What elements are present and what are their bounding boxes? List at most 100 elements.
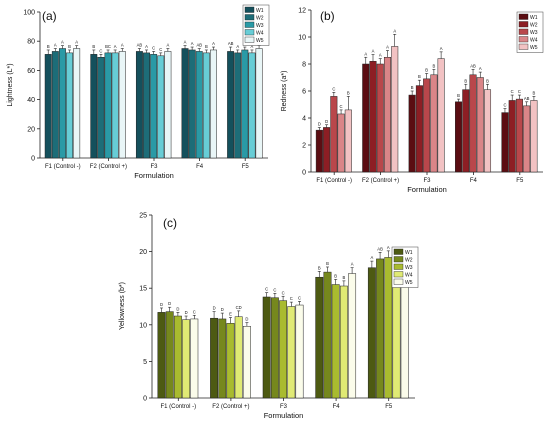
- significance-letter: B: [533, 90, 536, 95]
- bar: [262, 296, 271, 399]
- bar: [157, 312, 166, 399]
- significance-letter: A: [370, 255, 373, 260]
- significance-letter: A: [145, 44, 148, 49]
- x-tick-label: F3: [423, 178, 431, 184]
- significance-letter: BC: [105, 44, 111, 49]
- x-tick-label: F4: [333, 404, 341, 410]
- significance-letter: A: [393, 28, 396, 33]
- significance-letter: A: [440, 46, 443, 51]
- legend-swatch: [393, 248, 404, 255]
- y-tick-label: 12: [298, 8, 306, 15]
- significance-letter: E: [229, 311, 232, 316]
- significance-letter: CD: [236, 305, 242, 310]
- bar: [227, 51, 235, 159]
- y-tick-label: 2: [302, 143, 306, 150]
- bar: [348, 273, 357, 399]
- bar: [323, 271, 332, 399]
- bar: [157, 55, 165, 159]
- x-tick-label: F2 (Control +): [362, 178, 399, 184]
- bar: [462, 89, 470, 173]
- legend-swatch: [244, 14, 255, 21]
- legend-label: W3: [530, 30, 538, 36]
- legend-swatch: [393, 271, 404, 278]
- x-tick-label: F4: [196, 164, 204, 170]
- y-tick-label: 100: [23, 10, 35, 17]
- bar: [376, 258, 385, 399]
- x-tick-label: F1 (Control -): [160, 404, 196, 410]
- significance-letter: AB: [228, 41, 234, 46]
- y-tick-label: 15: [139, 286, 147, 293]
- legend-swatch: [244, 36, 255, 43]
- bar: [202, 52, 210, 159]
- legend-label: W5: [405, 280, 413, 286]
- bar: [226, 323, 235, 399]
- bar: [476, 77, 484, 173]
- bar: [437, 58, 445, 173]
- yellowness-chart: 0 5 10 15 20 25 Yellowness (b*) Formulation (c) F…: [119, 213, 419, 420]
- legend-swatch: [244, 21, 255, 28]
- significance-letter: D: [213, 306, 216, 311]
- redness-chart: 0 2 4 6 8 10 12 Redness (a*) Formulation (b) F1 (C…: [281, 8, 544, 194]
- bar: [337, 113, 345, 173]
- bar: [384, 257, 393, 399]
- y-tick-label: 5: [143, 359, 147, 366]
- significance-letter: B: [347, 90, 350, 95]
- significance-letter: C: [152, 45, 155, 50]
- y-tick-label: 60: [27, 68, 35, 75]
- significance-letter: C: [282, 290, 285, 295]
- legend-swatch: [518, 36, 529, 43]
- significance-letter: A: [479, 66, 482, 71]
- bar: [376, 63, 384, 173]
- significance-letter: A: [351, 262, 354, 267]
- significance-letter: B: [418, 74, 421, 79]
- bar: [400, 268, 409, 399]
- bar: [455, 101, 463, 173]
- bar: [287, 306, 296, 399]
- y-tick-label: 0: [302, 170, 306, 177]
- yellowness-chart-panel: 0 5 10 15 20 25 Yellowness (b*) Formulation (c) F…: [110, 205, 440, 423]
- bar: [51, 51, 59, 159]
- bar: [242, 326, 251, 399]
- legend-swatch: [518, 43, 529, 50]
- y-tick-label: 10: [298, 35, 306, 42]
- bar: [58, 48, 66, 159]
- significance-letter: D: [160, 302, 163, 307]
- bar: [97, 57, 105, 159]
- significance-letter: C: [193, 309, 196, 314]
- y-tick-label: 20: [27, 126, 35, 133]
- bar: [330, 96, 338, 173]
- legend-label: W5: [256, 38, 264, 44]
- x-tick-label: F1 (Control -): [45, 164, 81, 170]
- bar: [66, 52, 74, 159]
- y-tick-label: 40: [27, 97, 35, 104]
- significance-letter: A: [75, 40, 78, 45]
- x-tick-label: F2 (Control +): [212, 404, 249, 410]
- significance-letter: C: [298, 295, 301, 300]
- legend-swatch: [393, 256, 404, 263]
- bar: [248, 52, 256, 159]
- bar: [143, 52, 150, 159]
- y-tick-label: 10: [139, 322, 147, 329]
- bar: [430, 74, 438, 173]
- significance-letter: C: [332, 86, 335, 91]
- legend-label: W1: [405, 250, 413, 256]
- redness-chart-panel: 0 2 4 6 8 10 12 Redness (a*) Formulation (b) F1 (C…: [275, 0, 550, 210]
- significance-letter: A: [121, 43, 124, 48]
- bar: [234, 316, 243, 399]
- significance-letter: B: [318, 265, 321, 270]
- bar: [44, 54, 52, 159]
- bar: [515, 98, 523, 173]
- significance-letter: B: [425, 67, 428, 72]
- significance-letter: B: [326, 261, 329, 266]
- legend-swatch: [393, 278, 404, 285]
- x-tick-label: F5: [516, 178, 524, 184]
- significance-letter: A: [166, 43, 169, 48]
- x-tick-label: F2 (Control +): [90, 164, 127, 170]
- significance-letter: AB: [377, 246, 383, 251]
- significance-letter: C: [503, 103, 506, 108]
- significance-letter: B: [68, 44, 71, 49]
- significance-letter: A: [54, 43, 57, 48]
- significance-letter: D: [185, 310, 188, 315]
- bar: [190, 318, 199, 399]
- significance-letter: D: [325, 119, 328, 124]
